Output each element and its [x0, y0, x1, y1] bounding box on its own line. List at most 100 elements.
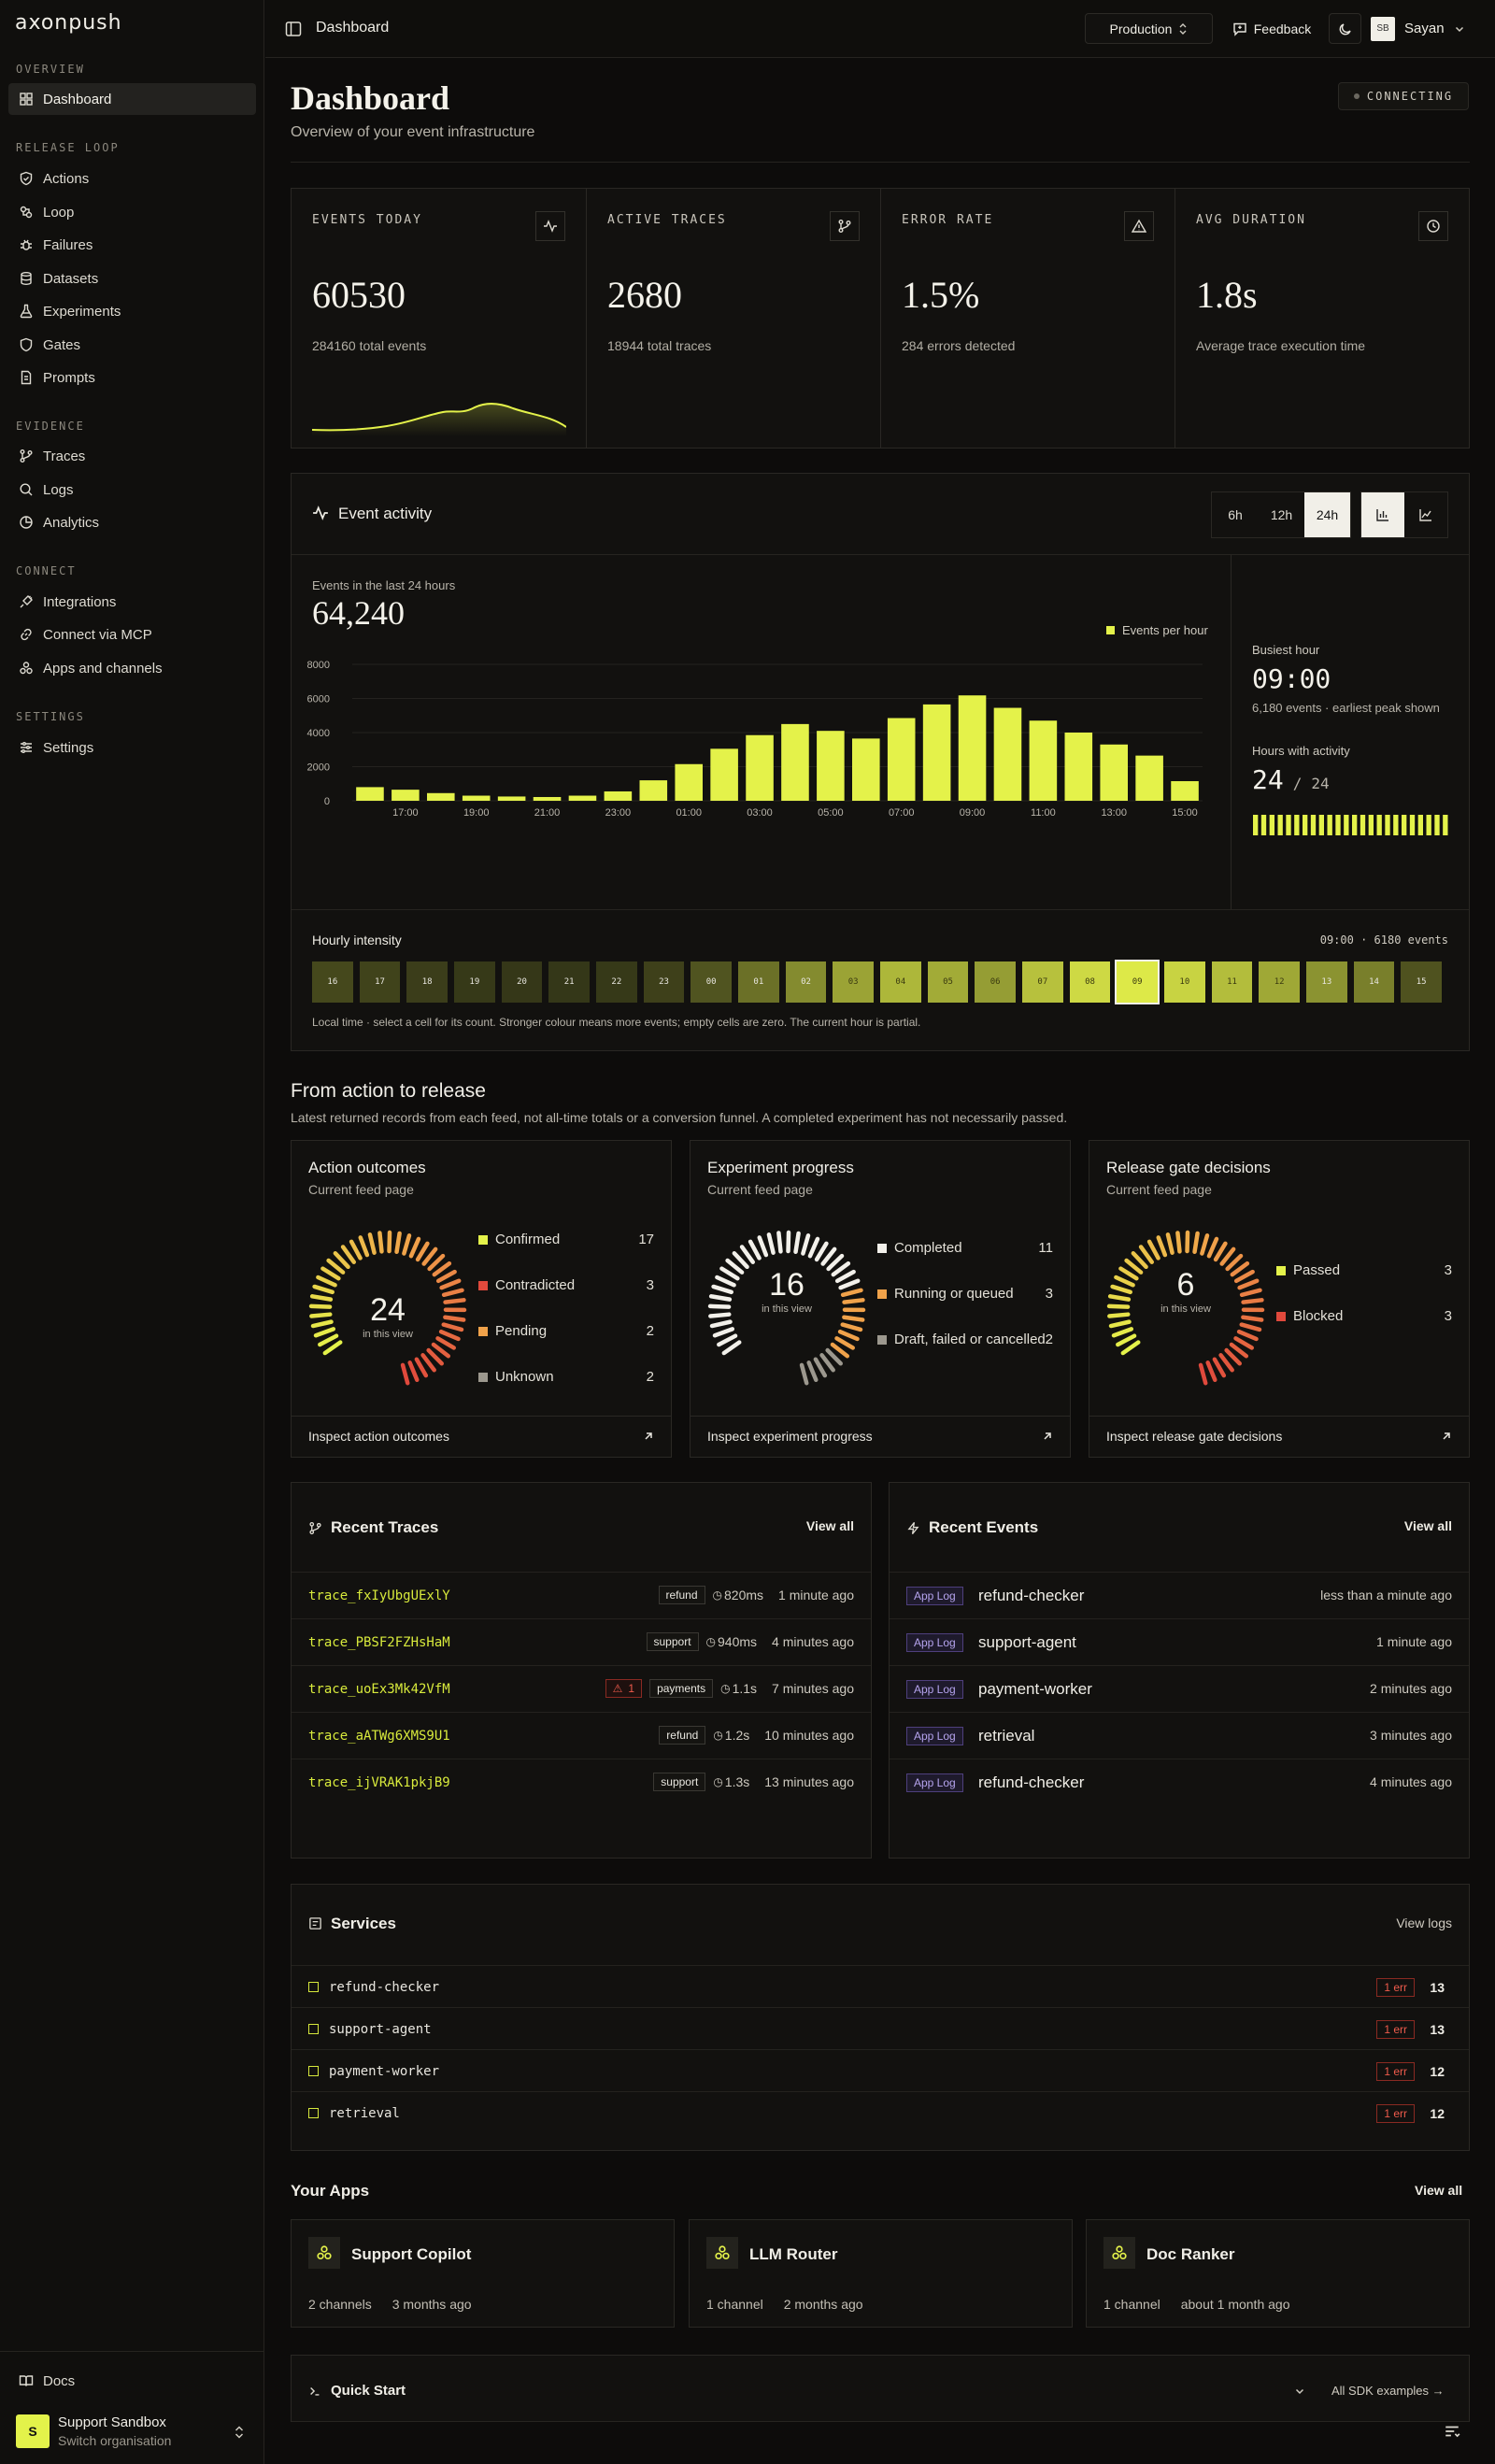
inspect-action-outcomes-link[interactable]: Inspect action outcomes [292, 1416, 671, 1457]
chart-bar[interactable] [427, 792, 455, 801]
chart-bar[interactable] [922, 704, 951, 801]
trace-id[interactable]: trace_fxIyUbgUExlY [308, 1588, 450, 1603]
chart-bar[interactable] [993, 707, 1022, 801]
heatmap-cell[interactable]: 11 [1211, 961, 1253, 1003]
sidebar-item-docs[interactable]: Docs [8, 2365, 256, 2397]
chart-bar[interactable] [958, 695, 987, 801]
chart-bar[interactable] [710, 748, 738, 801]
sidebar-item-settings[interactable]: Settings [8, 732, 256, 763]
heatmap-cell[interactable]: 16 [312, 961, 353, 1003]
heatmap-cell[interactable]: 18 [406, 961, 448, 1003]
chart-bar[interactable] [1171, 781, 1199, 801]
events-view-all-button[interactable]: View all [1403, 1518, 1452, 1533]
heatmap-cell[interactable]: 15 [1401, 961, 1442, 1003]
heatmap-cell[interactable]: 07 [1022, 961, 1063, 1003]
chart-bar[interactable] [746, 734, 774, 801]
area-chart-view-button[interactable] [1404, 492, 1447, 537]
heatmap-cell[interactable]: 23 [643, 961, 685, 1003]
heatmap-cell[interactable]: 10 [1164, 961, 1205, 1003]
chart-bar[interactable] [675, 763, 703, 801]
heatmap-cell[interactable]: 20 [501, 961, 543, 1003]
sidebar-item-dashboard[interactable]: Dashboard [8, 83, 256, 115]
heatmap-cell[interactable]: 14 [1353, 961, 1395, 1003]
app-card-support-copilot[interactable]: Support Copilot 2 channels 3 months ago [291, 2219, 675, 2328]
heatmap-cell[interactable]: 09 [1115, 960, 1160, 1004]
kpi-events-today[interactable]: EVENTS TODAY 60530 284160 total events [292, 189, 587, 448]
chart-bar[interactable] [392, 790, 420, 801]
sidebar-item-experiments[interactable]: Experiments [8, 295, 256, 327]
range-24h-button[interactable]: 24h [1304, 492, 1350, 537]
view-logs-link[interactable]: View logs [1396, 1916, 1452, 1930]
heatmap-cell[interactable]: 22 [596, 961, 637, 1003]
list-item[interactable]: refund-checker 1 err 13 [292, 1965, 1469, 2007]
chart-bar[interactable] [604, 790, 633, 801]
heatmap-cell[interactable]: 12 [1259, 961, 1300, 1003]
list-item[interactable]: App Log refund-checker less than a minut… [890, 1572, 1469, 1618]
theme-toggle-button[interactable] [1329, 13, 1361, 44]
range-12h-button[interactable]: 12h [1270, 507, 1293, 522]
org-avatar[interactable]: S [16, 2414, 50, 2448]
brand-logo[interactable]: axonpush [15, 11, 122, 35]
chart-bar[interactable] [1135, 755, 1163, 801]
heatmap-cell[interactable]: 13 [1306, 961, 1347, 1003]
inspect-experiment-progress-link[interactable]: Inspect experiment progress [691, 1416, 1070, 1457]
table-row[interactable]: trace_aATWg6XMS9U1 refund ◷ 1.2s 10 minutes… [292, 1712, 871, 1759]
sidebar-item-analytics[interactable]: Analytics [8, 506, 256, 538]
table-row[interactable]: trace_uoEx3Mk42VfM ⚠ 1 payments ◷ 1.1s 7 minu… [292, 1665, 871, 1712]
table-row[interactable]: trace_fxIyUbgUExlY refund ◷ 820ms 1 minute … [292, 1572, 871, 1618]
sdk-examples-link[interactable]: All SDK examples → [1331, 2384, 1445, 2398]
org-switch-label[interactable]: Switch organisation [58, 2433, 172, 2448]
list-item[interactable]: retrieval 1 err 12 [292, 2091, 1469, 2133]
trace-id[interactable]: trace_uoEx3Mk42VfM [308, 1682, 450, 1697]
chart-bar[interactable] [1100, 744, 1128, 801]
kpi-error-rate[interactable]: ERROR RATE 1.5% 284 errors detected [881, 189, 1175, 448]
chart-bar[interactable] [356, 787, 384, 801]
chart-bar[interactable] [497, 796, 526, 801]
sidebar-item-actions[interactable]: Actions [8, 163, 256, 194]
trace-id[interactable]: trace_PBSF2FZHsHaM [308, 1635, 450, 1650]
traces-view-all-button[interactable]: View all [805, 1518, 854, 1533]
chart-bar[interactable] [1064, 733, 1093, 801]
heatmap-cell[interactable]: 19 [454, 961, 495, 1003]
user-menu[interactable]: SB Sayan [1370, 13, 1478, 44]
sidebar-item-gates[interactable]: Gates [8, 329, 256, 361]
list-item[interactable]: App Log payment-worker 2 minutes ago [890, 1665, 1469, 1712]
table-row[interactable]: trace_ijVRAK1pkjB9 support ◷ 1.3s 13 minute… [292, 1759, 871, 1805]
app-card-doc-ranker[interactable]: Doc Ranker 1 channel about 1 month ago [1086, 2219, 1470, 2328]
range-6h-button[interactable]: 6h [1228, 507, 1243, 522]
chevron-down-icon[interactable] [1294, 2386, 1305, 2397]
sidebar-item-datasets[interactable]: Datasets [8, 263, 256, 294]
environment-select[interactable]: Production [1085, 13, 1213, 44]
bar-chart-view-button[interactable] [1361, 492, 1404, 537]
chart-bar[interactable] [1029, 720, 1058, 801]
chevrons-up-down-icon[interactable] [233, 2425, 246, 2440]
heatmap-cell[interactable]: 02 [785, 961, 827, 1003]
sidebar-toggle-icon[interactable] [285, 21, 302, 37]
list-item[interactable]: payment-worker 1 err 12 [292, 2049, 1469, 2091]
sidebar-item-failures[interactable]: Failures [8, 229, 256, 261]
chart-bar[interactable] [887, 718, 916, 801]
sidebar-item-traces[interactable]: Traces [8, 440, 256, 472]
heatmap-cell[interactable]: 01 [738, 961, 779, 1003]
chart-bar[interactable] [533, 796, 562, 801]
list-item[interactable]: App Log support-agent 1 minute ago [890, 1618, 1469, 1665]
heatmap-cell[interactable]: 08 [1069, 961, 1111, 1003]
list-item[interactable]: App Log refund-checker 4 minutes ago [890, 1759, 1469, 1805]
sidebar-item-integrations[interactable]: Integrations [8, 586, 256, 618]
list-item[interactable]: support-agent 1 err 13 [292, 2007, 1469, 2049]
heatmap-cell[interactable]: 03 [833, 961, 874, 1003]
heatmap-cell[interactable]: 05 [927, 961, 969, 1003]
heatmap-cell[interactable]: 00 [691, 961, 732, 1003]
inspect-release-gates-link[interactable]: Inspect release gate decisions [1089, 1416, 1469, 1457]
heatmap-cell[interactable]: 04 [880, 961, 921, 1003]
chart-bar[interactable] [568, 795, 597, 801]
table-row[interactable]: trace_PBSF2FZHsHaM support ◷ 940ms 4 minute… [292, 1618, 871, 1665]
sidebar-item-prompts[interactable]: Prompts [8, 362, 256, 393]
sidebar-item-apps-channels[interactable]: Apps and channels [8, 652, 256, 684]
app-card-llm-router[interactable]: LLM Router 1 channel 2 months ago [689, 2219, 1073, 2328]
kpi-active-traces[interactable]: ACTIVE TRACES 2680 18944 total traces [587, 189, 881, 448]
chart-bar[interactable] [639, 780, 668, 801]
list-filter-icon[interactable] [1444, 2423, 1460, 2440]
chart-bar[interactable] [462, 795, 491, 801]
apps-view-all-button[interactable]: View all [1415, 2183, 1463, 2198]
